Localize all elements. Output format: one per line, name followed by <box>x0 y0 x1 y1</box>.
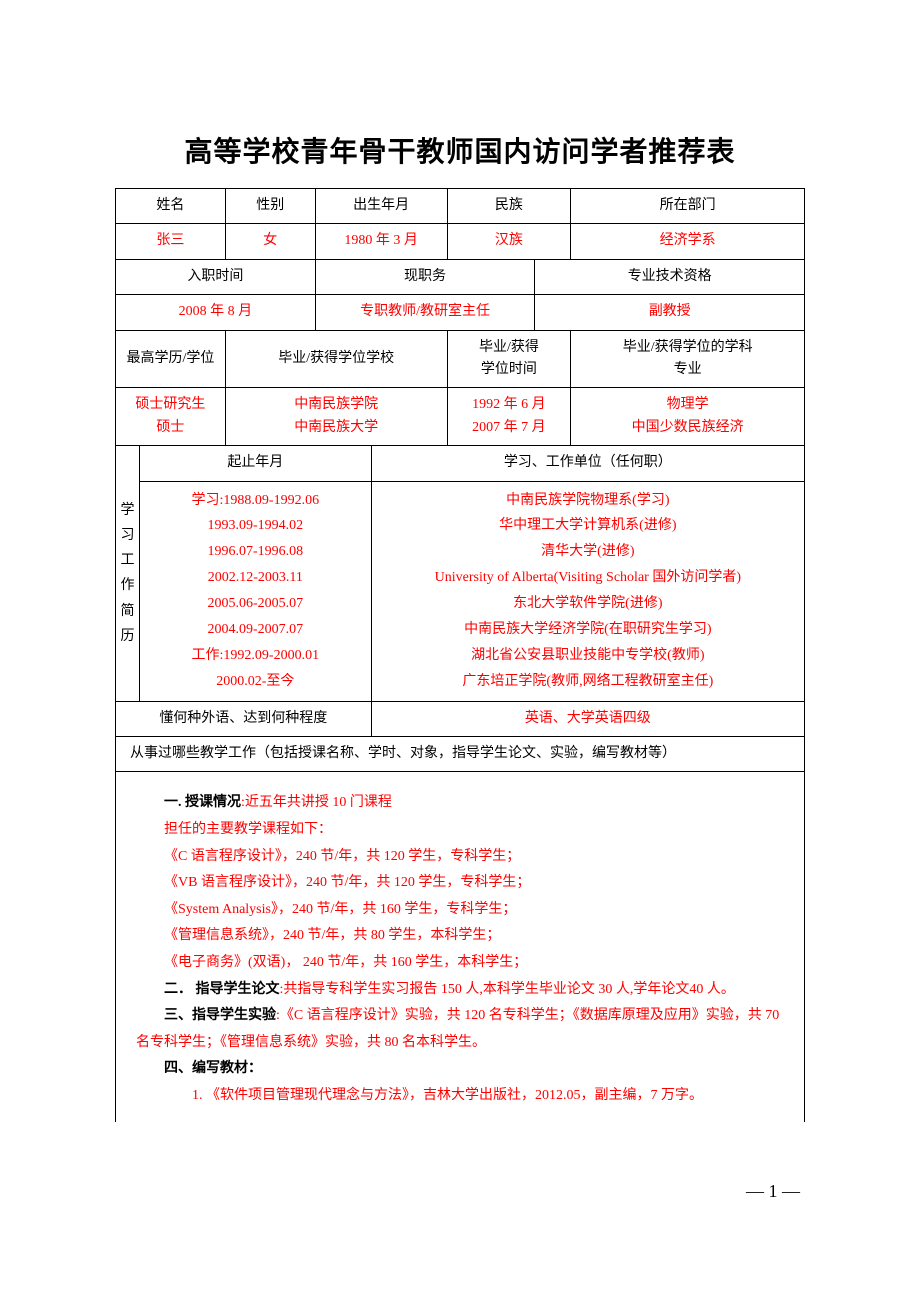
label-language: 懂何种外语、达到何种程度 <box>116 701 372 736</box>
label-position: 现职务 <box>315 259 535 294</box>
value-ethnic: 汉族 <box>447 224 571 259</box>
value-qualification: 副教授 <box>535 295 805 330</box>
value-birth: 1980 年 3 月 <box>315 224 447 259</box>
page-number: — 1 — <box>746 1181 800 1202</box>
form-table: 姓名 性别 出生年月 民族 所在部门 张三 女 1980 年 3 月 汉族 经济… <box>115 188 805 1122</box>
history-unit-header: 学习、工作单位（任何职） <box>371 446 804 481</box>
label-major: 毕业/获得学位的学科专业 <box>571 330 805 388</box>
history-periods: 学习:1988.09-1992.06 1993.09-1994.02 1996.… <box>139 481 371 701</box>
value-major: 物理学中国少数民族经济 <box>571 388 805 446</box>
history-side-label: 学 习 工 作 简 历 <box>116 446 140 702</box>
label-name: 姓名 <box>116 189 226 224</box>
label-grad-time: 毕业/获得学位时间 <box>447 330 571 388</box>
label-gender: 性别 <box>225 189 315 224</box>
value-language: 英语、大学英语四级 <box>371 701 804 736</box>
value-name: 张三 <box>116 224 226 259</box>
value-gender: 女 <box>225 224 315 259</box>
value-school: 中南民族学院中南民族大学 <box>225 388 447 446</box>
value-hire: 2008 年 8 月 <box>116 295 316 330</box>
value-degree: 硕士研究生硕士 <box>116 388 226 446</box>
teaching-content: 一. 授课情况:近五年共讲授 10 门课程 担任的主要教学课程如下： 《C 语言… <box>116 772 805 1122</box>
history-units: 中南民族学院物理系(学习) 华中理工大学计算机系(进修) 清华大学(进修) Un… <box>371 481 804 701</box>
label-birth: 出生年月 <box>315 189 447 224</box>
value-grad-time: 1992 年 6 月2007 年 7 月 <box>447 388 571 446</box>
label-ethnic: 民族 <box>447 189 571 224</box>
label-dept: 所在部门 <box>571 189 805 224</box>
teaching-question: 从事过哪些教学工作（包括授课名称、学时、对象，指导学生论文、实验，编写教材等） <box>116 737 805 772</box>
label-degree: 最高学历/学位 <box>116 330 226 388</box>
label-qualification: 专业技术资格 <box>535 259 805 294</box>
document-title: 高等学校青年骨干教师国内访问学者推荐表 <box>115 130 805 170</box>
value-dept: 经济学系 <box>571 224 805 259</box>
history-period-header: 起止年月 <box>139 446 371 481</box>
label-hire: 入职时间 <box>116 259 316 294</box>
label-school: 毕业/获得学位学校 <box>225 330 447 388</box>
value-position: 专职教师/教研室主任 <box>315 295 535 330</box>
